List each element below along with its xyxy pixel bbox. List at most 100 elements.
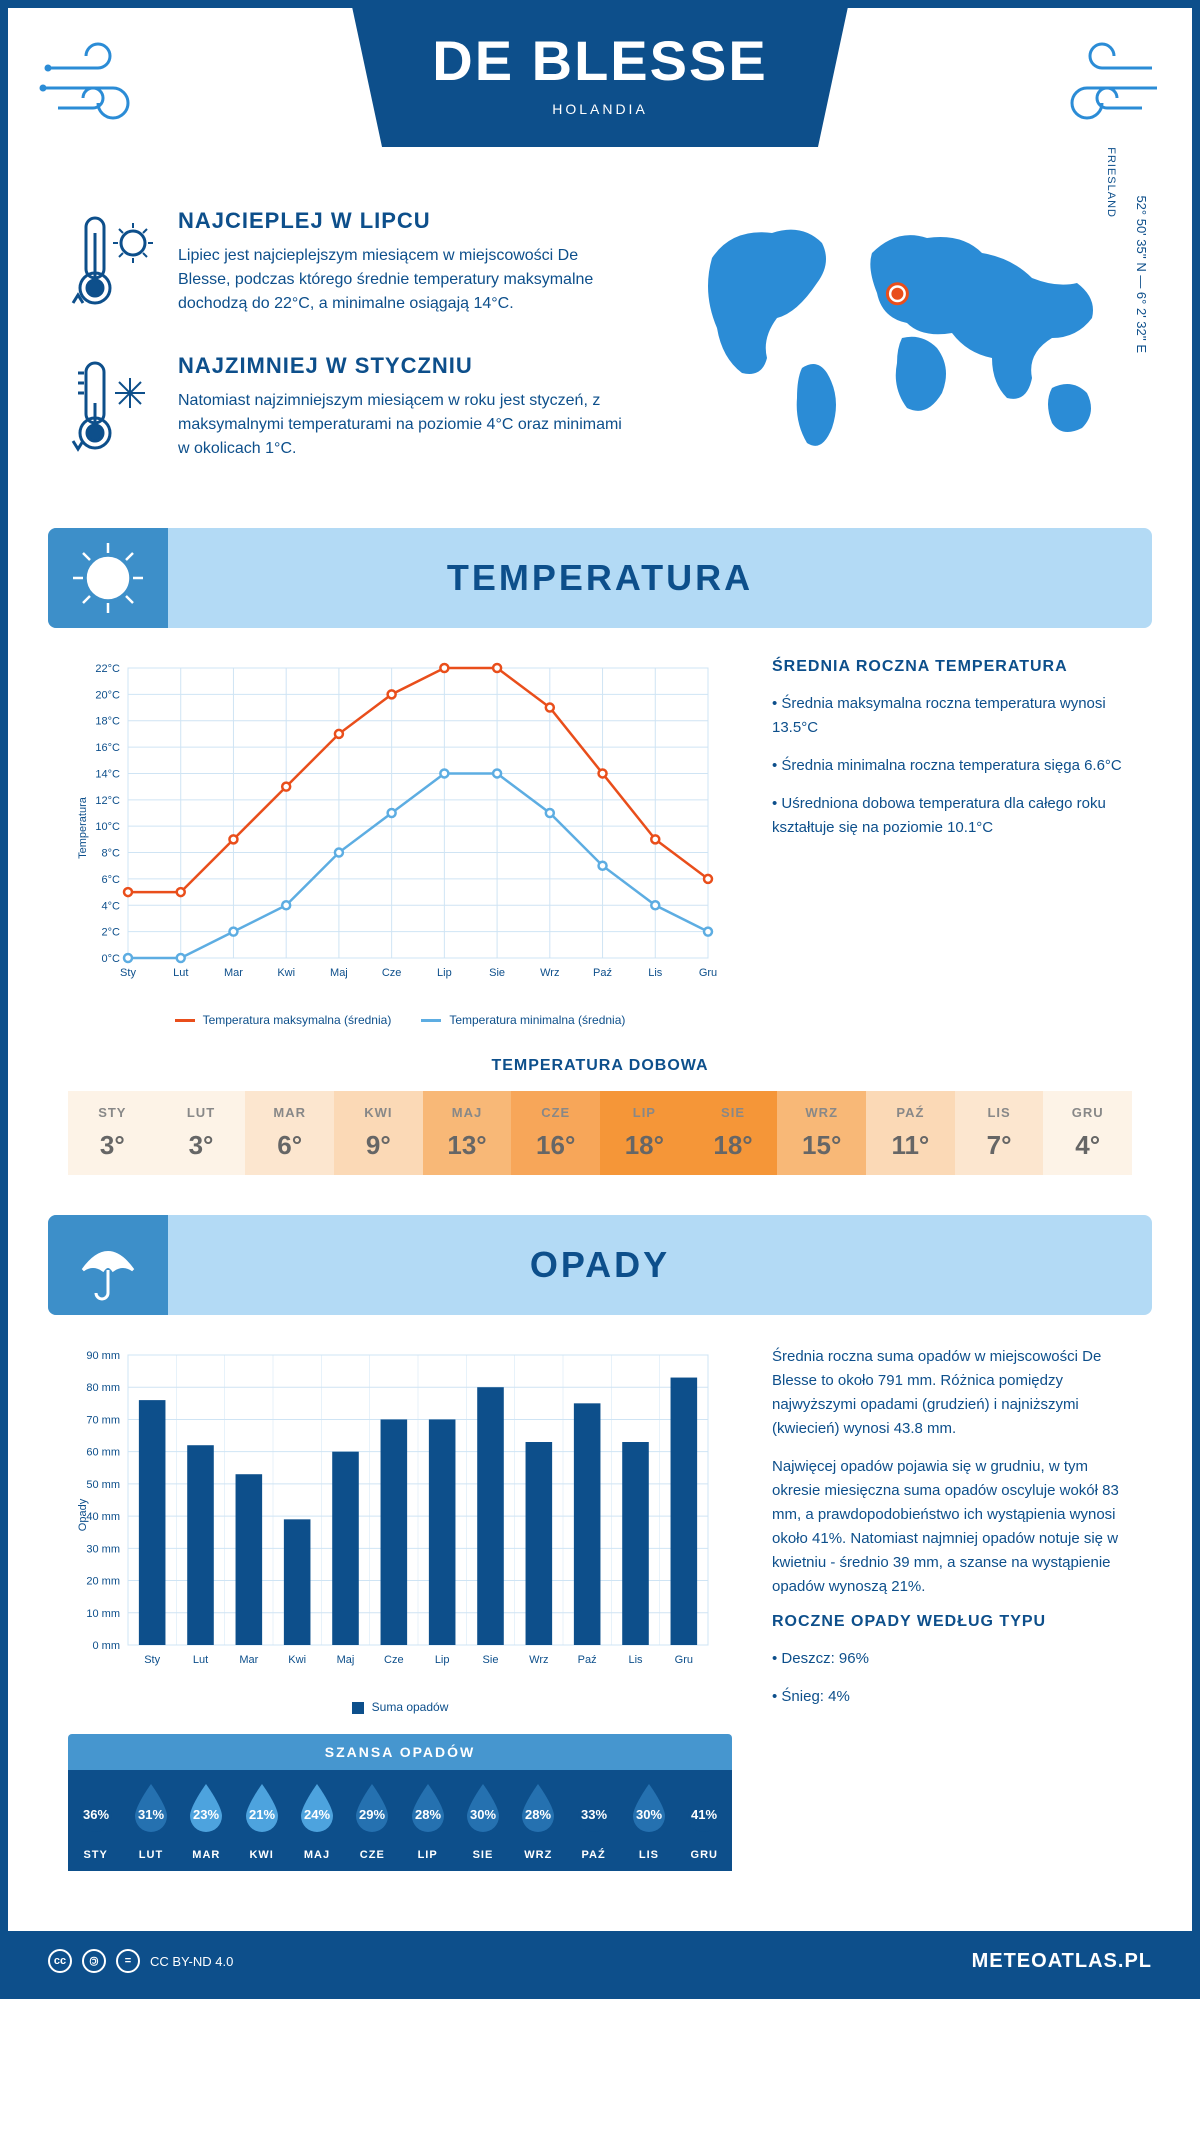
footer: cc 🄯 = CC BY-ND 4.0 METEOATLAS.PL [8,1931,1192,1991]
svg-text:Wrz: Wrz [529,1654,548,1666]
license-block: cc 🄯 = CC BY-ND 4.0 [48,1949,233,1973]
temp-strip-cell: GRU4° [1043,1091,1132,1175]
temperature-section-header: TEMPERATURA [48,528,1152,628]
chance-drop-cell: 24%MAJ [289,1770,344,1871]
temp-chart-legend: Temperatura maksymalna (średnia) Tempera… [68,1013,732,1027]
svg-text:Gru: Gru [675,1654,693,1666]
coldest-block: NAJZIMNIEJ W STYCZNIU Natomiast najzimni… [68,353,632,468]
legend-precip: Suma opadów [352,1700,449,1714]
chance-drop-cell: 23%MAR [179,1770,234,1871]
svg-text:10 mm: 10 mm [86,1608,120,1620]
temp-strip-cell: SIE18° [689,1091,778,1175]
svg-text:Cze: Cze [384,1654,404,1666]
svg-text:30%: 30% [470,1807,496,1822]
warmest-title: NAJCIEPLEJ W LIPCU [178,208,632,234]
svg-text:16°C: 16°C [95,742,120,754]
svg-text:18°C: 18°C [95,716,120,728]
svg-text:Wrz: Wrz [540,967,559,979]
precip-type-item: Śnieg: 4% [772,1685,1132,1709]
svg-text:20 mm: 20 mm [86,1576,120,1588]
coordinates-label: 52° 50' 35'' N — 6° 2' 32'' E [1135,195,1150,353]
svg-text:70 mm: 70 mm [86,1414,120,1426]
precipitation-chance-block: SZANSA OPADÓW 36%STY31%LUT23%MAR21%KWI24… [68,1734,732,1871]
svg-text:29%: 29% [359,1807,385,1822]
svg-text:Sie: Sie [489,967,505,979]
coldest-title: NAJZIMNIEJ W STYCZNIU [178,353,632,379]
avg-temp-title: ŚREDNIA ROCZNA TEMPERATURA [772,658,1132,676]
svg-text:28%: 28% [415,1807,441,1822]
legend-max: Temperatura maksymalna (średnia) [175,1013,392,1027]
svg-text:2°C: 2°C [102,927,121,939]
site-name: METEOATLAS.PL [972,1950,1152,1973]
svg-text:40 mm: 40 mm [86,1511,120,1523]
svg-text:Lip: Lip [435,1654,450,1666]
svg-text:90 mm: 90 mm [86,1350,120,1362]
temp-strip-cell: PAŹ11° [866,1091,955,1175]
chance-drop-cell: 41%GRU [677,1770,732,1871]
temp-strip-cell: MAR6° [245,1091,334,1175]
warmest-text: Lipiec jest najcieplejszym miesiącem w m… [178,244,632,316]
svg-text:0°C: 0°C [102,953,121,965]
country-subtitle: HOLANDIA [432,101,767,117]
temp-summary-item: Uśredniona dobowa temperatura dla całego… [772,792,1132,840]
svg-text:Kwi: Kwi [288,1654,306,1666]
temp-summary-item: Średnia minimalna roczna temperatura się… [772,754,1132,778]
precip-type-item: Deszcz: 96% [772,1647,1132,1671]
svg-text:41%: 41% [691,1807,717,1822]
legend-min: Temperatura minimalna (średnia) [421,1013,625,1027]
svg-text:6°C: 6°C [102,874,121,886]
intro-section: NAJCIEPLEJ W LIPCU Lipiec jest najcieple… [8,188,1192,528]
chance-drop-cell: 33%PAŹ [566,1770,621,1871]
wind-icon-right [1042,38,1162,133]
infographic-page: DE BLESSE HOLANDIA NAJCIEPLEJ W LIPC [0,0,1200,1999]
svg-text:21%: 21% [249,1807,275,1822]
svg-text:80 mm: 80 mm [86,1382,120,1394]
temp-strip-cell: STY3° [68,1091,157,1175]
world-map-icon [672,208,1132,468]
temp-strip-cell: MAJ13° [423,1091,512,1175]
chance-drop-cell: 30%LIS [621,1770,676,1871]
svg-text:30 mm: 30 mm [86,1543,120,1555]
svg-text:Sty: Sty [144,1654,160,1666]
svg-text:0 mm: 0 mm [93,1640,121,1652]
precipitation-summary: Średnia roczna suma opadów w miejscowośc… [772,1345,1132,1871]
precipitation-title: OPADY [168,1244,1152,1286]
svg-text:Sty: Sty [120,967,136,979]
svg-text:Paź: Paź [593,967,612,979]
temp-strip-cell: LIS7° [955,1091,1044,1175]
svg-text:8°C: 8°C [102,848,121,860]
precipitation-section-header: OPADY [48,1215,1152,1315]
daily-temp-title: TEMPERATURA DOBOWA [68,1057,1132,1075]
wind-icon-left [38,38,158,133]
svg-text:Temperatura: Temperatura [77,796,89,859]
license-text: CC BY-ND 4.0 [150,1954,233,1969]
precip-type-title: ROCZNE OPADY WEDŁUG TYPU [772,1613,1132,1631]
svg-text:Cze: Cze [382,967,402,979]
chance-drop-cell: 29%CZE [345,1770,400,1871]
world-map-block: FRIESLAND 52° 50' 35'' N — 6° 2' 32'' E [672,208,1132,498]
svg-text:23%: 23% [193,1807,219,1822]
precip-p2: Najwięcej opadów pojawia się w grudniu, … [772,1455,1132,1599]
svg-text:Lut: Lut [193,1654,208,1666]
svg-text:Lis: Lis [628,1654,643,1666]
temp-strip-cell: CZE16° [511,1091,600,1175]
sun-icon [48,528,168,628]
svg-text:Gru: Gru [699,967,717,979]
svg-text:60 mm: 60 mm [86,1447,120,1459]
temperature-line-chart: 0°C2°C4°C6°C8°C10°C12°C14°C16°C18°C20°C2… [68,658,732,1027]
temperature-strip: STY3°LUT3°MAR6°KWI9°MAJ13°CZE16°LIP18°SI… [68,1091,1132,1175]
svg-text:22°C: 22°C [95,663,120,675]
precip-p1: Średnia roczna suma opadów w miejscowośc… [772,1345,1132,1441]
coldest-text: Natomiast najzimniejszym miesiącem w rok… [178,389,632,461]
location-marker-icon [887,284,907,304]
chance-title: SZANSA OPADÓW [68,1734,732,1770]
svg-text:Maj: Maj [330,967,348,979]
thermometer-snow-icon [68,353,158,468]
chance-drop-cell: 31%LUT [123,1770,178,1871]
temp-strip-cell: WRZ15° [777,1091,866,1175]
svg-text:Opady: Opady [77,1498,89,1531]
svg-text:20°C: 20°C [95,689,120,701]
svg-text:Sie: Sie [483,1654,499,1666]
umbrella-icon [48,1215,168,1315]
svg-text:31%: 31% [138,1807,164,1822]
